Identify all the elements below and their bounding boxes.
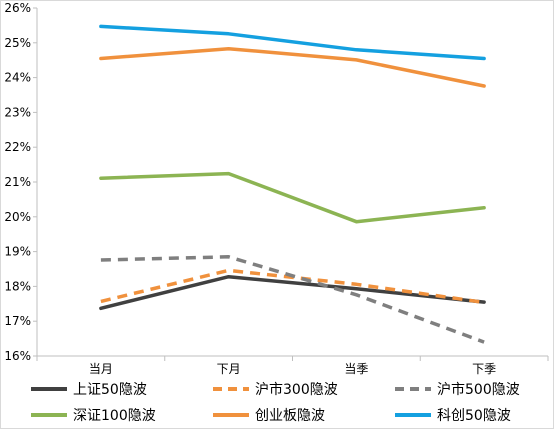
axes <box>36 8 549 361</box>
y-tick-label: 19% <box>4 245 31 259</box>
x-tick-label: 当季 <box>344 362 368 376</box>
y-tick-label: 17% <box>4 314 31 328</box>
legend-item-1[interactable]: 上证50隐波 <box>31 382 147 398</box>
legend-label: 沪市300隐波 <box>255 381 338 398</box>
x-tick-label: 当月 <box>89 362 113 376</box>
y-tick-label: 21% <box>4 175 31 189</box>
series-lines <box>99 24 486 344</box>
y-tick-label: 23% <box>4 105 31 119</box>
y-tick-label: 18% <box>4 279 31 293</box>
legend-label: 深证100隐波 <box>73 408 156 424</box>
legend-item-3[interactable]: 沪市500隐波 <box>395 381 520 398</box>
series-line-5 <box>99 46 486 88</box>
series-line-3 <box>100 255 485 344</box>
y-axis-ticks: 16% 17% 18% 19% 20% 21% 22% 23% 24% 25% 26% <box>4 1 37 363</box>
legend-label: 沪市500隐波 <box>437 381 520 398</box>
y-tick-label: 26% <box>4 1 31 15</box>
series-line-4 <box>99 171 486 224</box>
x-tick-label: 下月 <box>217 362 241 376</box>
series-line-6 <box>99 24 486 61</box>
x-axis-ticks: 当月 下月 当季 下季 <box>89 362 496 376</box>
legend-label: 科创50隐波 <box>437 408 511 424</box>
x-tick-label: 下季 <box>472 362 496 376</box>
legend-label: 上证50隐波 <box>73 382 147 398</box>
series-line-1 <box>99 274 486 311</box>
y-tick-label: 20% <box>4 210 31 224</box>
y-tick-label: 16% <box>4 349 31 363</box>
legend-item-5[interactable]: 创业板隐波 <box>213 408 325 424</box>
legend-item-2[interactable]: 沪市300隐波 <box>213 381 338 398</box>
y-tick-label: 24% <box>4 71 31 85</box>
legend-item-4[interactable]: 深证100隐波 <box>31 408 156 424</box>
legend-label: 创业板隐波 <box>255 408 325 424</box>
legend-item-6[interactable]: 科创50隐波 <box>395 408 511 424</box>
y-tick-label: 22% <box>4 140 31 154</box>
y-tick-label: 25% <box>4 36 31 50</box>
